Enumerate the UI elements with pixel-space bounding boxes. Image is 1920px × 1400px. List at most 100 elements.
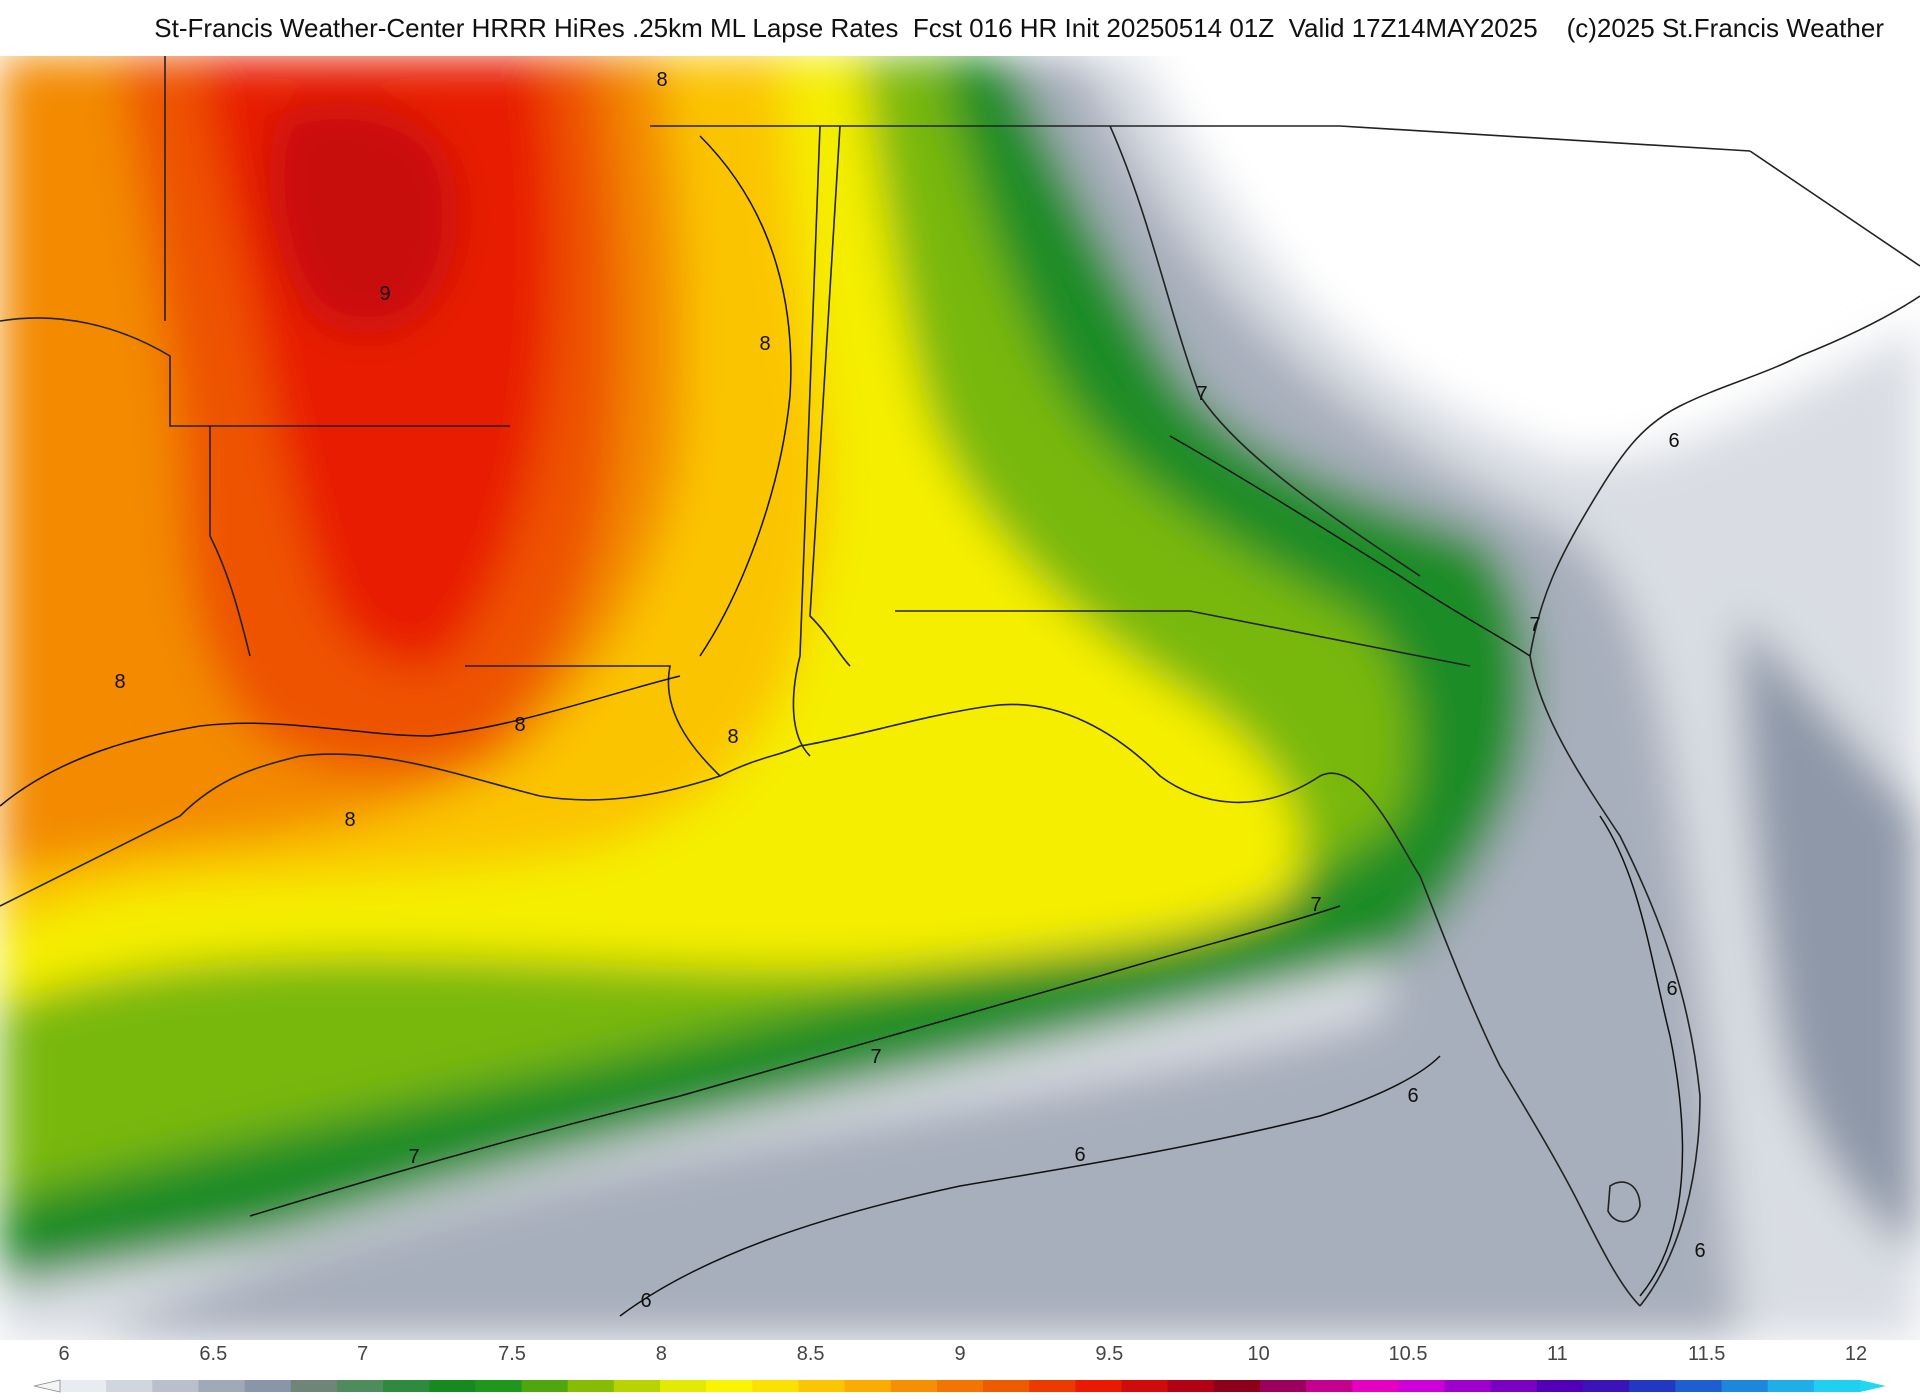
- contour-label-8: 8: [514, 714, 525, 736]
- color-legend: 6 6.5 7 7.5 8 8.5 9 9.5 10 10.5 11 11.5 12: [33, 1343, 1886, 1393]
- legend-tick-label: 9.5: [1095, 1343, 1123, 1365]
- contours: [0, 135, 1684, 1317]
- legend-colorbar: [33, 1379, 1886, 1393]
- contour-label-6: 6: [1666, 978, 1677, 1000]
- legend-tick-label: 12: [1845, 1343, 1867, 1365]
- gulf-coastline: [0, 703, 1641, 1307]
- legend-color-swatch: [1260, 1380, 1307, 1392]
- legend-color-swatch: [60, 1380, 107, 1392]
- legend-color-swatch: [429, 1380, 476, 1392]
- legend-tick-label: 8.5: [797, 1343, 825, 1365]
- state-border-louisiana-mississippi: [465, 665, 721, 777]
- contour-6-east: [1599, 815, 1684, 1297]
- legend-tick-label: 10: [1248, 1343, 1270, 1365]
- legend-tick-label: 9: [954, 1343, 965, 1365]
- legend-color-swatch: [1213, 1380, 1261, 1392]
- contour-label-8: 8: [759, 333, 770, 355]
- legend-color-swatch: [1675, 1380, 1723, 1392]
- legend-color-swatch: [1629, 1380, 1676, 1392]
- legend-color-swatch: [383, 1380, 430, 1392]
- state-border-texas-oklahoma: [0, 317, 510, 427]
- legend-color-swatch: [1444, 1380, 1492, 1392]
- legend-color-swatch: [1721, 1380, 1769, 1392]
- legend-color-swatch: [1398, 1380, 1446, 1392]
- legend-color-swatch: [1813, 1380, 1861, 1392]
- contour-label-8: 8: [727, 726, 738, 748]
- contour-label-6: 6: [1694, 1240, 1705, 1262]
- contour-label-7: 7: [870, 1046, 881, 1068]
- legend-tick-label: 6: [58, 1343, 69, 1365]
- map-title: St-Francis Weather-Center HRRR HiRes .25…: [154, 12, 1884, 43]
- legend-color-swatch: [983, 1380, 1030, 1392]
- legend-tick-label: 8: [656, 1343, 667, 1365]
- field-grey-east: [1740, 616, 1920, 1256]
- legend-color-swatch: [290, 1380, 338, 1392]
- legend-color-swatch: [1306, 1380, 1353, 1392]
- state-border-tennessee: [650, 125, 1751, 152]
- contour-7-south: [249, 905, 1341, 1217]
- lake-okeechobee: [1607, 1181, 1641, 1223]
- contour-8-west: [0, 675, 681, 807]
- legend-color-swatch: [1121, 1380, 1169, 1392]
- contour-label-6: 6: [640, 1290, 651, 1312]
- contour-7-east: [1169, 435, 1531, 657]
- legend-color-swatch: [521, 1380, 569, 1392]
- field-red-dark: [269, 103, 458, 334]
- legend-color-swatch: [244, 1380, 292, 1392]
- state-border-florida-georgia: [895, 610, 1471, 667]
- field-grey-inner: [0, 56, 1740, 1340]
- legend-color-swatch: [567, 1380, 615, 1392]
- contour-label-8: 8: [114, 671, 125, 693]
- contour-label-7: 7: [408, 1146, 419, 1168]
- contour-label-8: 8: [344, 809, 355, 831]
- legend-arrow-high: [1860, 1380, 1886, 1392]
- legend-color-swatch: [936, 1380, 984, 1392]
- contour-label-6: 6: [1074, 1144, 1085, 1166]
- legend-color-swatch: [1075, 1380, 1123, 1392]
- legend-color-swatch: [1490, 1380, 1538, 1392]
- state-border-georgia-south-carolina: [1109, 125, 1421, 577]
- legend-color-swatch: [706, 1380, 753, 1392]
- contour-label-6: 6: [1407, 1085, 1418, 1107]
- legend-tick-label: 7.5: [498, 1343, 526, 1365]
- contour-label-9: 9: [379, 283, 390, 305]
- contour-label-7: 7: [1310, 894, 1321, 916]
- contour-label-8: 8: [656, 69, 667, 91]
- legend-color-swatch: [1352, 1380, 1399, 1392]
- legend-color-swatch: [1029, 1380, 1076, 1392]
- contour-8-east: [699, 135, 792, 657]
- legend-color-swatch: [1167, 1380, 1215, 1392]
- legend-color-swatch: [752, 1380, 799, 1392]
- legend-tick-label: 6.5: [199, 1343, 227, 1365]
- legend-color-swatch: [106, 1380, 153, 1392]
- legend-color-swatch: [1767, 1380, 1815, 1392]
- legend-color-swatch: [890, 1380, 938, 1392]
- legend-color-swatch: [475, 1380, 523, 1392]
- legend-color-swatch: [613, 1380, 661, 1392]
- legend-tick-label: 11: [1547, 1343, 1568, 1365]
- legend-color-swatch: [152, 1380, 199, 1392]
- lapse-rate-map: 9 8 8 8 8 8 8 7 7 7 7 7 6 6 6 6 6 6: [0, 56, 1920, 1340]
- legend-tick-label: 7: [357, 1343, 368, 1365]
- legend-color-swatch: [798, 1380, 846, 1392]
- state-border-alabama-georgia: [809, 125, 851, 667]
- legend-ticks: 6 6.5 7 7.5 8 8.5 9 9.5 10 10.5 11 11.5 12: [58, 1343, 1867, 1365]
- legend-color-swatch: [1536, 1380, 1584, 1392]
- legend-tick-label: 11.5: [1688, 1343, 1725, 1365]
- legend-color-swatch: [336, 1380, 384, 1392]
- legend-color-swatch: [198, 1380, 246, 1392]
- state-border-mississippi-alabama: [792, 125, 821, 757]
- contour-label-7: 7: [1529, 614, 1540, 636]
- legend-tick-label: 10.5: [1389, 1343, 1428, 1365]
- state-border-arkansas-louisiana: [209, 426, 251, 657]
- legend-color-swatch: [660, 1380, 707, 1392]
- contour-label-7: 7: [1196, 383, 1207, 405]
- contour-label-6: 6: [1668, 430, 1679, 452]
- contour-labels: 9 8 8 8 8 8 8 7 7 7 7 7 6 6 6 6 6 6: [114, 69, 1705, 1312]
- legend-color-swatch: [1583, 1380, 1630, 1392]
- shaded-field: [0, 56, 1920, 1340]
- contour-6-south: [619, 1055, 1441, 1317]
- legend-arrow-low: [33, 1379, 61, 1393]
- boundaries: [0, 56, 1920, 1307]
- state-border-nc-sc: [1749, 150, 1920, 267]
